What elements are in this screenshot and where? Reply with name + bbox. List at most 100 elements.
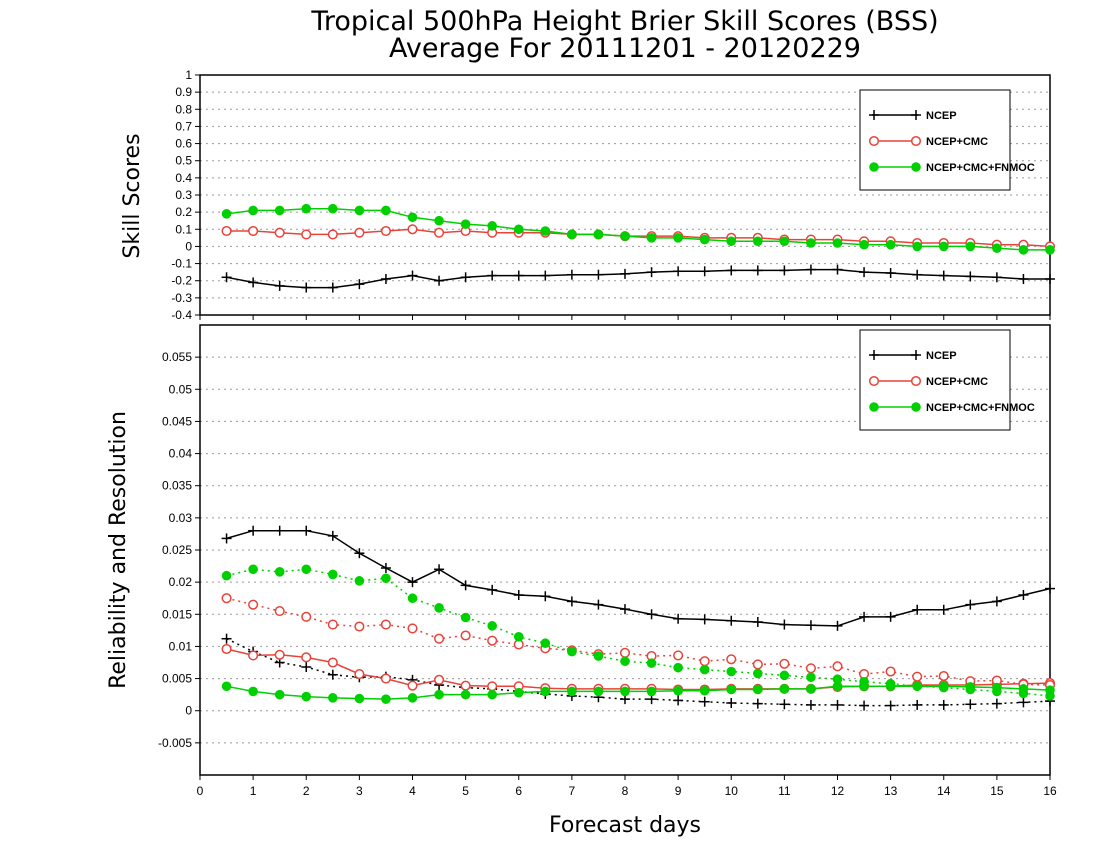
bottom-series-ncep-cmc-fnmoc-resolution-point <box>274 689 285 700</box>
top-legend-entry-ncep-marker-end <box>911 110 921 120</box>
top-series-ncep-cmc-point <box>327 229 338 240</box>
top-series-ncep-point <box>752 265 763 276</box>
bottom-series-ncep-resolution-point <box>620 604 630 615</box>
top-series-ncep-point <box>965 271 976 282</box>
bottom-series-ncep-cmc-resolution-point <box>248 650 259 661</box>
bottom-series-ncep-cmc-fnmoc-reliability-point <box>620 656 630 667</box>
top-series-ncep-cmc-point <box>434 227 445 238</box>
bottom-series-ncep-cmc-reliability-point <box>885 666 896 677</box>
bottom-series-ncep-resolution-point <box>991 596 1002 607</box>
bottom-xtick-label: 13 <box>884 784 898 798</box>
bottom-series-ncep-resolution-point <box>380 563 391 573</box>
top-ytick-label: 0.8 <box>175 102 192 116</box>
bottom-series-ncep-cmc-resolution-point <box>327 657 338 668</box>
chart-title-line1: Tropical 500hPa Height Brier Skill Score… <box>310 6 938 37</box>
bottom-series-ncep-cmc-fnmoc-reliability-point <box>274 567 285 577</box>
top-series-ncep-cmc-fnmoc-point <box>513 224 524 235</box>
top-ytick-label: 0.5 <box>175 154 192 168</box>
top-ytick-label: 0.7 <box>175 119 192 133</box>
top-series-ncep-point <box>380 274 391 284</box>
bottom-xtick-label: 5 <box>462 784 469 798</box>
top-legend-entry-ncep-cmc-fnmoc-label: NCEP+CMC+FNMOC <box>926 162 1035 174</box>
top-ytick-label: 1 <box>185 68 192 82</box>
bottom-xtick-label: 1 <box>250 784 257 798</box>
bottom-series-ncep-cmc-reliability-point <box>805 663 816 674</box>
top-series-ncep-point <box>487 270 498 281</box>
top-series-ncep-point <box>354 279 365 290</box>
top-series-ncep-cmc-fnmoc-point <box>992 243 1002 253</box>
bottom-ytick-label: 0.01 <box>169 639 193 653</box>
top-ytick-label: 0.3 <box>175 188 192 202</box>
bottom-series-ncep-cmc-fnmoc-reliability-point <box>885 678 896 689</box>
top-legend-entry-ncep-cmc-label: NCEP+CMC <box>926 136 988 148</box>
top-series-ncep-point <box>699 266 710 277</box>
top-series-ncep-point <box>885 268 896 278</box>
top-series-ncep-point <box>434 275 445 286</box>
top-series-ncep-point <box>673 266 684 277</box>
bottom-series-ncep-cmc-fnmoc-resolution-point <box>806 684 816 694</box>
bottom-series-ncep-resolution-point <box>726 615 737 626</box>
bottom-series-ncep-cmc-fnmoc-resolution-point <box>381 694 391 704</box>
top-series-ncep-cmc-fnmoc-point <box>673 233 683 243</box>
bottom-xtick-label: 7 <box>569 784 576 798</box>
bottom-xtick-label: 6 <box>515 784 522 798</box>
bottom-xtick-label: 0 <box>197 784 204 798</box>
bottom-legend-box <box>859 329 1011 431</box>
top-ytick-label: 0.2 <box>175 205 192 219</box>
bottom-series-ncep-resolution-point <box>248 525 259 536</box>
bottom-series-ncep-reliability <box>221 633 1055 711</box>
top-ytick-label: 0.4 <box>175 171 192 185</box>
bottom-series-ncep-cmc-resolution-point <box>434 674 445 685</box>
bottom-series-ncep-reliability-point <box>965 699 976 710</box>
bottom-legend-entry-ncep-label: NCEP <box>926 350 957 362</box>
top-series-ncep-cmc-fnmoc-point <box>885 239 896 250</box>
bottom-series-ncep-resolution-point <box>566 596 577 607</box>
top-series-ncep <box>221 264 1055 293</box>
top-series-ncep-point <box>593 269 604 280</box>
top-series-ncep-cmc-point <box>407 224 418 235</box>
bottom-legend-entry-ncep-marker-start <box>869 350 879 360</box>
bottom-series-ncep-cmc-resolution-point <box>354 669 365 680</box>
bottom-legend-entry-ncep-cmc-fnmoc-marker-start <box>869 402 879 412</box>
bottom-series-ncep-resolution-point <box>513 590 524 600</box>
bottom-series-ncep-cmc-resolution-point <box>380 673 391 684</box>
bottom-ytick-label: 0.05 <box>169 382 193 396</box>
bottom-series-ncep-reliability-point <box>673 695 684 706</box>
bottom-series-ncep-resolution-point <box>301 525 312 536</box>
bottom-ytick-label: 0.02 <box>169 575 193 589</box>
bottom-series-ncep-cmc-reliability-point <box>912 671 923 682</box>
bottom-series-ncep-resolution-point <box>673 613 684 624</box>
bottom-series-ncep-cmc-reliability-point <box>460 630 471 641</box>
bottom-legend-entry-ncep-cmc-marker-start <box>868 375 880 387</box>
bottom-series-ncep-cmc-reliability-point <box>380 619 391 630</box>
bottom-series-ncep-reliability-point <box>301 662 312 672</box>
top-series-ncep-cmc-fnmoc-point <box>699 234 710 245</box>
top-series-ncep-point <box>1045 274 1055 284</box>
top-series-ncep-point <box>991 272 1002 283</box>
bottom-series-ncep-reliability-point <box>885 700 896 711</box>
bottom-series-ncep-cmc-fnmoc-resolution-point <box>540 686 551 697</box>
top-series-ncep-cmc-point <box>221 225 232 237</box>
bottom-series-ncep-reliability-point <box>938 699 949 710</box>
bottom-series-ncep-resolution-point <box>646 609 657 620</box>
top-series-ncep-cmc-fnmoc-point <box>248 205 258 216</box>
bottom-series-ncep-resolution-point <box>1018 590 1029 600</box>
bottom-series-ncep-cmc-reliability-point <box>434 633 445 644</box>
bottom-series-ncep-cmc-resolution-point <box>460 680 471 691</box>
bottom-series-ncep-cmc-reliability-point <box>301 611 312 622</box>
bottom-series-ncep-reliability-point <box>221 633 232 644</box>
top-series-ncep-cmc-point <box>354 227 365 238</box>
bottom-series-ncep-resolution-point <box>1045 583 1055 594</box>
bottom-y-axis-label: Reliability and Resolution <box>106 411 131 689</box>
bottom-series-ncep-cmc-fnmoc-resolution-point <box>593 686 604 697</box>
top-series-ncep-cmc-fnmoc-point <box>460 219 471 229</box>
bottom-series-ncep-resolution-point <box>407 577 418 588</box>
bottom-ytick-label: 0.005 <box>162 672 192 686</box>
bottom-series-ncep-cmc-reliability-point <box>938 670 949 682</box>
top-legend-entry-ncep-marker-start <box>869 110 879 120</box>
top-series-ncep-cmc-fnmoc-point <box>221 209 232 219</box>
bottom-series-ncep-cmc-fnmoc-reliability-point <box>832 674 843 685</box>
bottom-series-ncep-resolution-point <box>593 599 604 610</box>
top-series-ncep-cmc-fnmoc-point <box>407 212 418 223</box>
top-ytick-label: -0.4 <box>171 308 192 322</box>
